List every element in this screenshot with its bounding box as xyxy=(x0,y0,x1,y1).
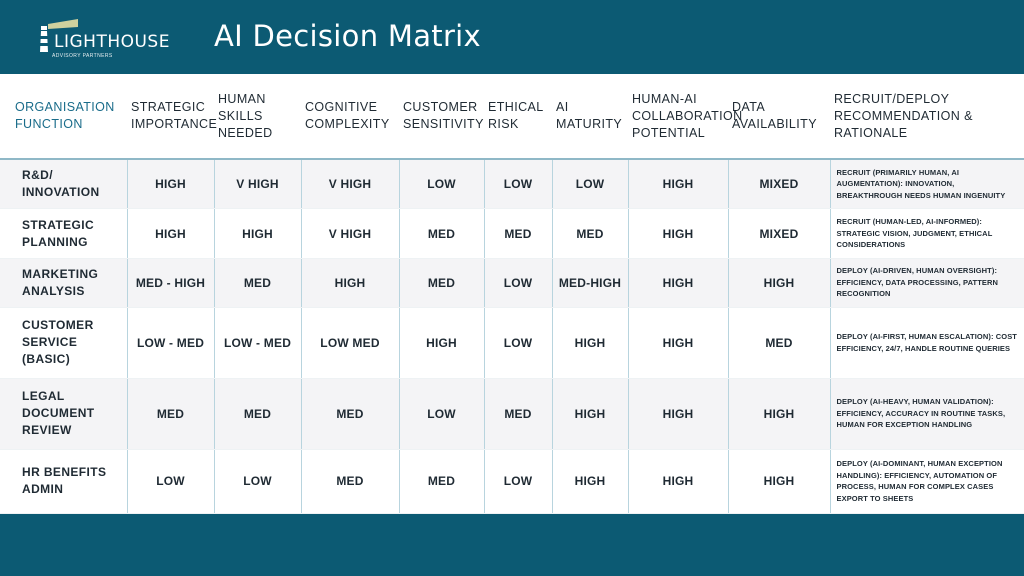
column-header: DATA AVAILABILITY xyxy=(728,74,830,160)
rating-cell: MED xyxy=(214,258,302,308)
rationale-cell: DEPLOY (AI-FIRST, HUMAN ESCALATION): COS… xyxy=(830,307,1024,379)
column-header: HUMAN SKILLS NEEDED xyxy=(214,74,301,160)
rating-cell: LOW - MED xyxy=(127,307,215,379)
rating-cell: HIGH xyxy=(552,307,629,379)
rating-cell: V HIGH xyxy=(301,208,400,259)
rating-cell: MED xyxy=(127,378,215,450)
rating-cell: LOW xyxy=(484,159,553,210)
lighthouse-logo: LIGHTHOUSE ADVISORY PARTNERS xyxy=(38,18,178,62)
rating-cell: MED - HIGH xyxy=(127,258,215,308)
rationale-cell: DEPLOY (AI-HEAVY, HUMAN VALIDATION): EFF… xyxy=(830,378,1024,450)
logo-name: LIGHTHOUSE xyxy=(54,32,170,52)
rating-cell: LOW xyxy=(484,307,553,379)
rating-cell: MED-HIGH xyxy=(552,258,629,308)
rating-cell: HIGH xyxy=(628,258,729,308)
column-header: RECRUIT/DEPLOY RECOMMENDATION & RATIONAL… xyxy=(830,74,1024,160)
rationale-cell: DEPLOY (AI-DRIVEN, HUMAN OVERSIGHT): EFF… xyxy=(830,258,1024,308)
rating-cell: HIGH xyxy=(552,378,629,450)
rating-cell: HIGH xyxy=(728,258,831,308)
function-cell: R&D/ INNOVATION xyxy=(0,159,128,210)
rating-cell: LOW xyxy=(484,449,553,515)
column-header: AI MATURITY xyxy=(552,74,628,160)
rating-cell: MED xyxy=(399,208,485,259)
header-bar: LIGHTHOUSE ADVISORY PARTNERS AI Decision… xyxy=(0,0,1024,74)
column-header: ETHICAL RISK xyxy=(484,74,552,160)
rating-cell: MED xyxy=(552,208,629,259)
column-header: ORGANISATION FUNCTION xyxy=(0,74,127,160)
rating-cell: HIGH xyxy=(628,307,729,379)
rating-cell: LOW xyxy=(484,258,553,308)
rating-cell: HIGH xyxy=(552,449,629,515)
rating-cell: LOW xyxy=(399,378,485,450)
rationale-cell: RECRUIT (PRIMARILY HUMAN, AI AUGMENTATIO… xyxy=(830,159,1024,210)
rating-cell: MED xyxy=(484,208,553,259)
rating-cell: V HIGH xyxy=(301,159,400,210)
column-header: CUSTOMER SENSITIVITY xyxy=(399,74,484,160)
function-cell: HR BENEFITS ADMIN xyxy=(0,449,128,515)
rating-cell: MED xyxy=(399,449,485,515)
rating-cell: V HIGH xyxy=(214,159,302,210)
table-header-row: ORGANISATION FUNCTION STRATEGIC IMPORTAN… xyxy=(0,74,1024,160)
rating-cell: MED xyxy=(484,378,553,450)
rating-cell: LOW MED xyxy=(301,307,400,379)
column-header: COGNITIVE COMPLEXITY xyxy=(301,74,399,160)
page-title: AI Decision Matrix xyxy=(214,19,481,53)
function-cell: MARKETING ANALYSIS xyxy=(0,258,128,308)
logo-subtitle: ADVISORY PARTNERS xyxy=(52,53,113,59)
column-header: HUMAN-AI COLLABORATION POTENTIAL xyxy=(628,74,742,160)
rating-cell: HIGH xyxy=(728,449,831,515)
rating-cell: HIGH xyxy=(214,208,302,259)
rating-cell: HIGH xyxy=(628,378,729,450)
table-row: CUSTOMER SERVICE (BASIC) LOW - MED LOW -… xyxy=(0,307,1024,379)
rating-cell: HIGH xyxy=(728,378,831,450)
table-row: R&D/ INNOVATION HIGH V HIGH V HIGH LOW L… xyxy=(0,159,1024,210)
function-cell: LEGAL DOCUMENT REVIEW xyxy=(0,378,128,450)
rating-cell: HIGH xyxy=(127,208,215,259)
rating-cell: HIGH xyxy=(127,159,215,210)
rating-cell: MIXED xyxy=(728,208,831,259)
rating-cell: MED xyxy=(301,449,400,515)
rating-cell: HIGH xyxy=(628,159,729,210)
rating-cell: LOW xyxy=(127,449,215,515)
rating-cell: MED xyxy=(728,307,831,379)
decision-matrix-table: ORGANISATION FUNCTION STRATEGIC IMPORTAN… xyxy=(0,74,1024,515)
rating-cell: LOW xyxy=(399,159,485,210)
rating-cell: LOW xyxy=(214,449,302,515)
function-cell: STRATEGIC PLANNING xyxy=(0,208,128,259)
rating-cell: LOW xyxy=(552,159,629,210)
table-row: HR BENEFITS ADMIN LOW LOW MED MED LOW HI… xyxy=(0,449,1024,515)
rating-cell: HIGH xyxy=(301,258,400,308)
lighthouse-icon xyxy=(40,19,78,52)
rating-cell: LOW - MED xyxy=(214,307,302,379)
footer-bar xyxy=(0,514,1024,576)
rating-cell: MIXED xyxy=(728,159,831,210)
rating-cell: HIGH xyxy=(628,208,729,259)
rationale-cell: RECRUIT (HUMAN-LED, AI-INFORMED): STRATE… xyxy=(830,208,1024,259)
function-cell: CUSTOMER SERVICE (BASIC) xyxy=(0,307,128,379)
rating-cell: MED xyxy=(301,378,400,450)
rating-cell: HIGH xyxy=(399,307,485,379)
rating-cell: MED xyxy=(214,378,302,450)
rating-cell: MED xyxy=(399,258,485,308)
table-row: LEGAL DOCUMENT REVIEW MED MED MED LOW ME… xyxy=(0,378,1024,450)
rating-cell: HIGH xyxy=(628,449,729,515)
rationale-cell: DEPLOY (AI-DOMINANT, HUMAN EXCEPTION HAN… xyxy=(830,449,1024,515)
column-header: STRATEGIC IMPORTANCE xyxy=(127,74,217,160)
table-row: MARKETING ANALYSIS MED - HIGH MED HIGH M… xyxy=(0,258,1024,308)
table-row: STRATEGIC PLANNING HIGH HIGH V HIGH MED … xyxy=(0,208,1024,259)
